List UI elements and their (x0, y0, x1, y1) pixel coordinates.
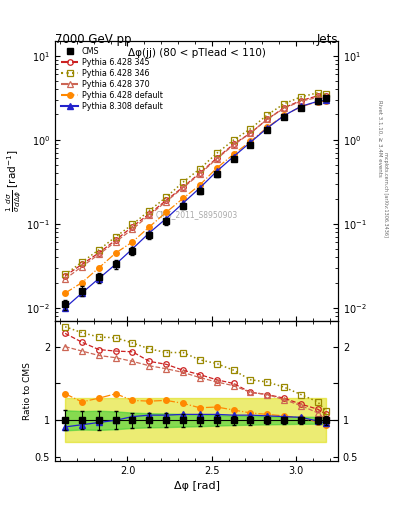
Text: 7000 GeV pp: 7000 GeV pp (55, 33, 132, 46)
X-axis label: Δφ [rad]: Δφ [rad] (173, 481, 220, 491)
Text: CMS_2011_S8950903: CMS_2011_S8950903 (155, 210, 238, 219)
Text: Rivet 3.1.10, ≥ 3.4M events: Rivet 3.1.10, ≥ 3.4M events (377, 100, 382, 177)
Text: mcplots.cern.ch [arXiv:1306.3436]: mcplots.cern.ch [arXiv:1306.3436] (383, 152, 387, 237)
Y-axis label: $\frac{1}{\sigma}\frac{d\sigma}{d\Delta\phi}$ [rad$^{-1}$]: $\frac{1}{\sigma}\frac{d\sigma}{d\Delta\… (4, 150, 24, 212)
Text: Δφ(jj) (80 < pTlead < 110): Δφ(jj) (80 < pTlead < 110) (128, 48, 265, 58)
Legend: CMS, Pythia 6.428 345, Pythia 6.428 346, Pythia 6.428 370, Pythia 6.428 default,: CMS, Pythia 6.428 345, Pythia 6.428 346,… (59, 45, 164, 112)
Y-axis label: Ratio to CMS: Ratio to CMS (23, 362, 32, 420)
Text: Jets: Jets (316, 33, 338, 46)
